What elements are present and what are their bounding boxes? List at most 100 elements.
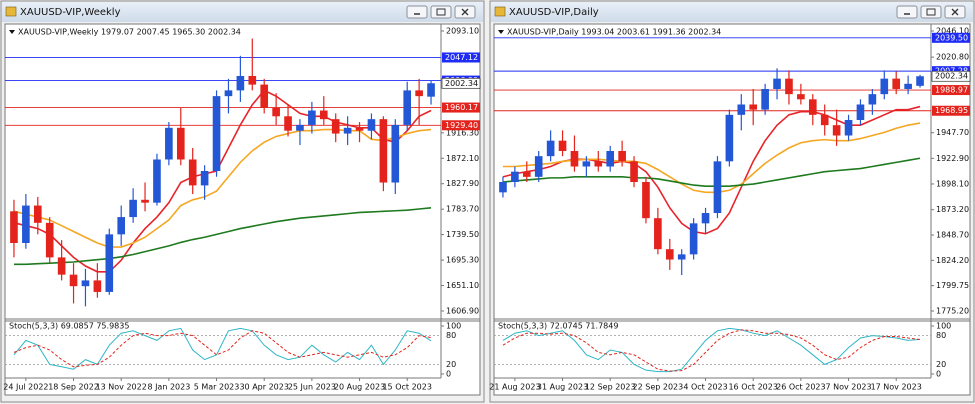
- candle-body: [522, 171, 531, 177]
- candle-body: [319, 110, 328, 120]
- candle-body: [665, 249, 674, 260]
- price-label: 2002.34: [935, 72, 968, 81]
- price-label: 2002.34: [445, 79, 478, 88]
- x-tick-label: 30 Apr 2023: [239, 383, 288, 392]
- candle-body: [45, 222, 54, 258]
- level-label: 1960.17: [445, 103, 478, 112]
- candle-body: [10, 211, 18, 243]
- candle-body: [832, 125, 841, 136]
- info-arrow: [498, 30, 504, 34]
- x-tick-label: 12 Sep 2023: [585, 383, 636, 392]
- x-tick-label: 4 Oct 2023: [683, 383, 727, 392]
- stoch-line: [502, 329, 921, 372]
- candle-body: [499, 182, 507, 193]
- x-tick-label: 26 Oct 2023: [776, 383, 825, 392]
- x-tick-label: 17 Nov 2023: [871, 383, 922, 392]
- level-label: 1968.95: [935, 106, 968, 115]
- candle-body: [582, 161, 591, 167]
- candle-body: [570, 151, 579, 167]
- y-tick-label: 1873.20: [936, 205, 969, 214]
- stoch-tick-label: 0: [936, 370, 941, 379]
- candle-body: [379, 119, 388, 183]
- stoch-label: Stoch(5,3,3) 69.0857 75.9835: [9, 322, 129, 331]
- candle-body: [916, 76, 924, 86]
- candle-body: [904, 83, 912, 89]
- candle-body: [725, 114, 734, 162]
- x-tick-label: 22 Sep 2023: [633, 383, 684, 392]
- x-tick-label: 13 Nov 2022: [96, 383, 147, 392]
- y-tick-label: 1606.90: [446, 307, 479, 316]
- candle-body: [761, 88, 769, 110]
- stoch-tick-label: 100: [936, 322, 951, 331]
- candle-body: [343, 127, 352, 134]
- candle-body: [534, 156, 543, 177]
- candle-body: [391, 124, 400, 183]
- candle-body: [224, 90, 233, 97]
- minimize-button[interactable]: [406, 5, 428, 19]
- candle-body: [284, 116, 292, 131]
- stoch-tick-label: 0: [446, 370, 451, 379]
- x-tick-label: 8 Jan 2023: [147, 383, 190, 392]
- y-tick-label: 1947.70: [936, 128, 969, 137]
- candle-body: [57, 257, 66, 275]
- candle-body: [868, 94, 877, 105]
- candle-body: [165, 127, 173, 160]
- price-tag: [441, 77, 481, 89]
- minimize-button[interactable]: [896, 5, 918, 19]
- y-tick-label: 2020.80: [936, 53, 969, 62]
- level-tag: [442, 52, 480, 63]
- stoch-label: Stoch(5,3,3) 72.0745 71.7849: [498, 322, 618, 331]
- candle-body: [737, 104, 746, 115]
- x-tick-label: 25 Jun 2023: [288, 383, 336, 392]
- candle-body: [630, 161, 638, 183]
- level-tag: [932, 85, 970, 96]
- candle-body: [69, 274, 78, 287]
- candle-body: [308, 110, 316, 125]
- y-tick-label: 2093.10: [446, 27, 479, 36]
- x-tick-label: 31 Aug 2023: [537, 383, 588, 392]
- stoch-tick-label: 20: [446, 360, 456, 369]
- candle-body: [188, 159, 197, 186]
- candle-body: [33, 205, 42, 223]
- candle-body: [427, 83, 435, 97]
- candle-body: [296, 124, 304, 131]
- candle-body: [689, 223, 698, 255]
- y-tick-label: 1783.70: [446, 205, 479, 214]
- y-tick-label: 1739.50: [446, 230, 479, 239]
- candle-body: [701, 213, 710, 224]
- y-tick-label: 1872.10: [446, 154, 479, 163]
- y-tick-label: 1695.30: [446, 256, 479, 265]
- chart-window: XAUUSD-VIP,Weekly XAUUSD-VIP,Weekly 1979.…: [0, 0, 485, 403]
- candle-body: [856, 104, 865, 120]
- x-tick-label: 18 Sep 2022: [48, 383, 99, 392]
- candle-body: [880, 78, 889, 95]
- chart-info: XAUUSD-VIP,Weekly 1979.07 2007.45 1965.3…: [18, 28, 241, 37]
- button-glyph: [951, 8, 959, 16]
- y-tick-label: 1827.90: [446, 179, 479, 188]
- candle-body: [654, 218, 662, 250]
- candle-body: [81, 280, 90, 287]
- y-tick-label: 1848.70: [936, 231, 969, 240]
- x-tick-label: 20 Aug 2023: [334, 383, 385, 392]
- y-tick-label: 2046.10: [936, 27, 969, 36]
- candle-body: [355, 127, 364, 131]
- moving-average: [13, 128, 432, 248]
- stoch-tick-label: 100: [446, 322, 461, 331]
- y-tick-label: 1916.30: [446, 128, 479, 137]
- candle-body: [176, 127, 185, 160]
- candle-body: [546, 140, 555, 157]
- restore-button[interactable]: [430, 5, 452, 19]
- stoch-tick-label: 20: [936, 360, 946, 369]
- candle-body: [105, 234, 114, 292]
- level-tag: [932, 105, 970, 116]
- level-label: 2039.50: [935, 33, 968, 42]
- candle-body: [129, 199, 137, 218]
- x-tick-label: 16 Oct 2023: [728, 383, 777, 392]
- candle-body: [808, 99, 817, 115]
- level-label: 2047.12: [445, 53, 478, 62]
- candle-body: [820, 114, 829, 126]
- level-tag: [932, 32, 970, 43]
- candle-body: [773, 78, 781, 89]
- stoch-line: [13, 327, 432, 370]
- restore-button[interactable]: [920, 5, 942, 19]
